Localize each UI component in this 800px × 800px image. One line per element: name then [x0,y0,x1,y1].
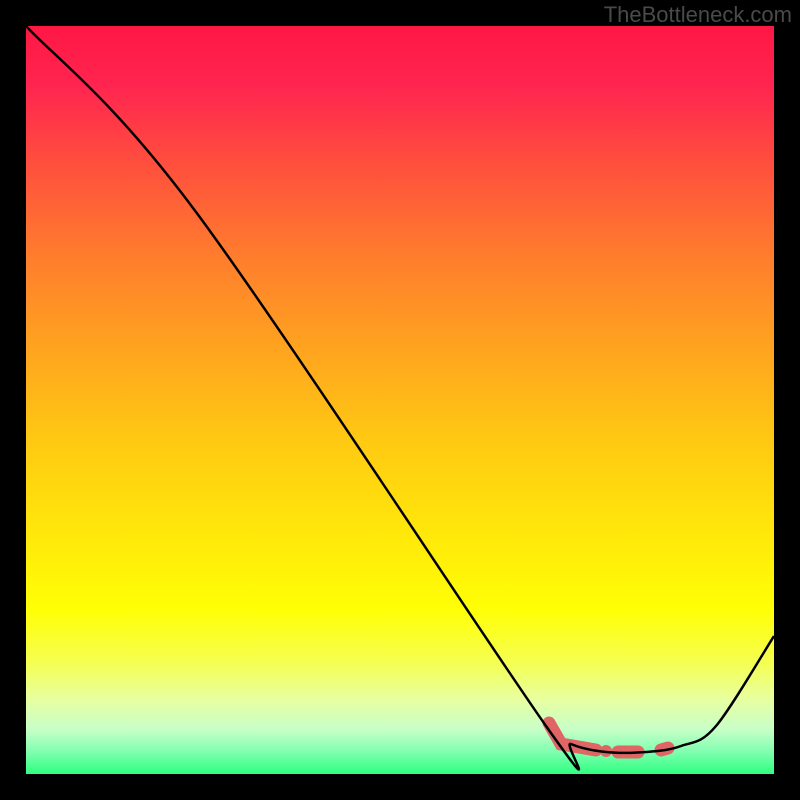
watermark: TheBottleneck.com [604,2,792,28]
chart-svg [26,26,774,774]
chart-area [26,26,774,774]
